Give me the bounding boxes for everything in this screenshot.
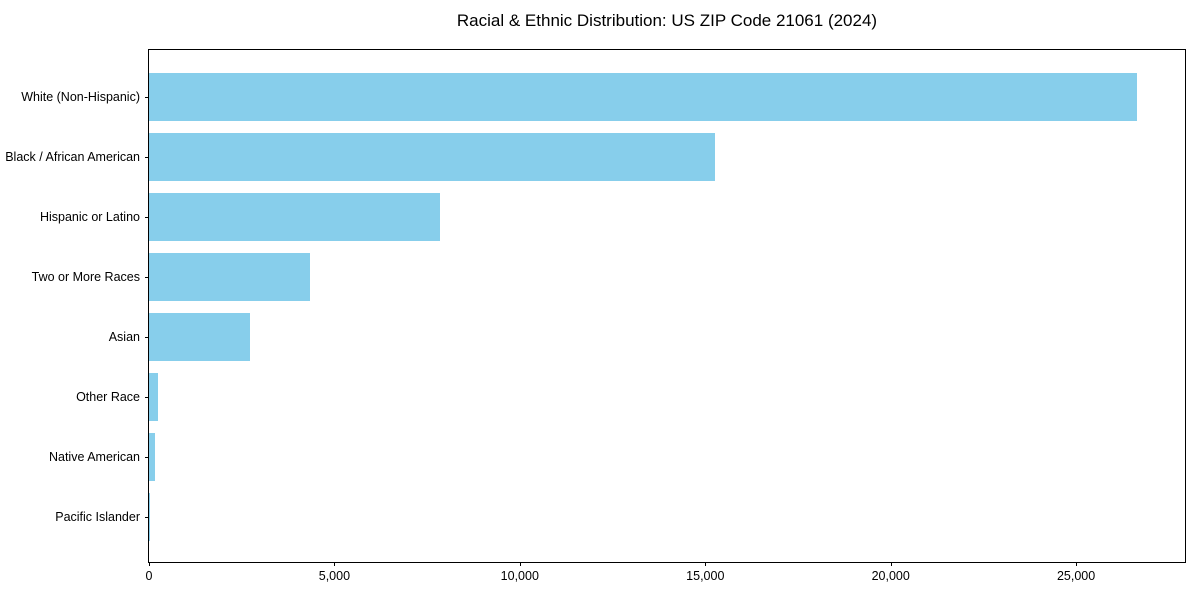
y-axis-label: Other Race [76, 389, 140, 404]
y-axis-label: Two or More Races [31, 270, 140, 284]
y-tick-mark [145, 277, 149, 278]
x-tick-label: 10,000 [500, 569, 539, 583]
x-tick-mark [1076, 562, 1078, 566]
y-axis-label: Hispanic or Latino [39, 210, 140, 225]
y-tick-mark [145, 396, 149, 398]
bar-two-or-more-races [149, 253, 310, 301]
x-tick-label: 25,000 [1056, 569, 1096, 583]
y-tick-mark [145, 157, 149, 159]
x-tick-mark [890, 562, 892, 566]
x-tick-label: 15,000 [686, 569, 725, 583]
chart-title: Racial & Ethnic Distribution: US ZIP Cod… [456, 11, 878, 30]
y-axis-label: Pacific Islander [55, 509, 140, 524]
x-tick-label: 5,000 [318, 569, 351, 583]
y-tick-mark [145, 217, 149, 219]
bar-white-non-hispanic [149, 73, 1137, 122]
x-tick-label: 20,000 [871, 569, 910, 583]
bar-native-american [149, 432, 155, 481]
x-tick-mark [149, 562, 150, 566]
x-tick-mark [519, 562, 521, 566]
y-axis-label: Black / African American [5, 150, 140, 165]
bar-other-race [149, 372, 158, 421]
plot-area: White (Non-Hispanic) Black / African Amer… [5, 49, 1186, 583]
bar-asian [149, 312, 250, 361]
y-tick-mark [145, 516, 149, 518]
y-tick-mark [145, 456, 149, 458]
y-tick-mark [145, 336, 149, 338]
x-tick-mark [334, 562, 336, 566]
bar-pacific-islander [149, 492, 151, 541]
y-axis-label: White (Non-Hispanic) [21, 90, 140, 105]
bar-black-african-american [149, 133, 715, 182]
y-axis-label: Asian [108, 329, 140, 344]
x-tick-mark [705, 562, 707, 566]
y-tick-mark [145, 97, 149, 99]
bar-hispanic-or-latino [149, 193, 441, 242]
x-tick-label: 0 [145, 569, 153, 583]
y-axis-label: Native American [48, 449, 140, 464]
